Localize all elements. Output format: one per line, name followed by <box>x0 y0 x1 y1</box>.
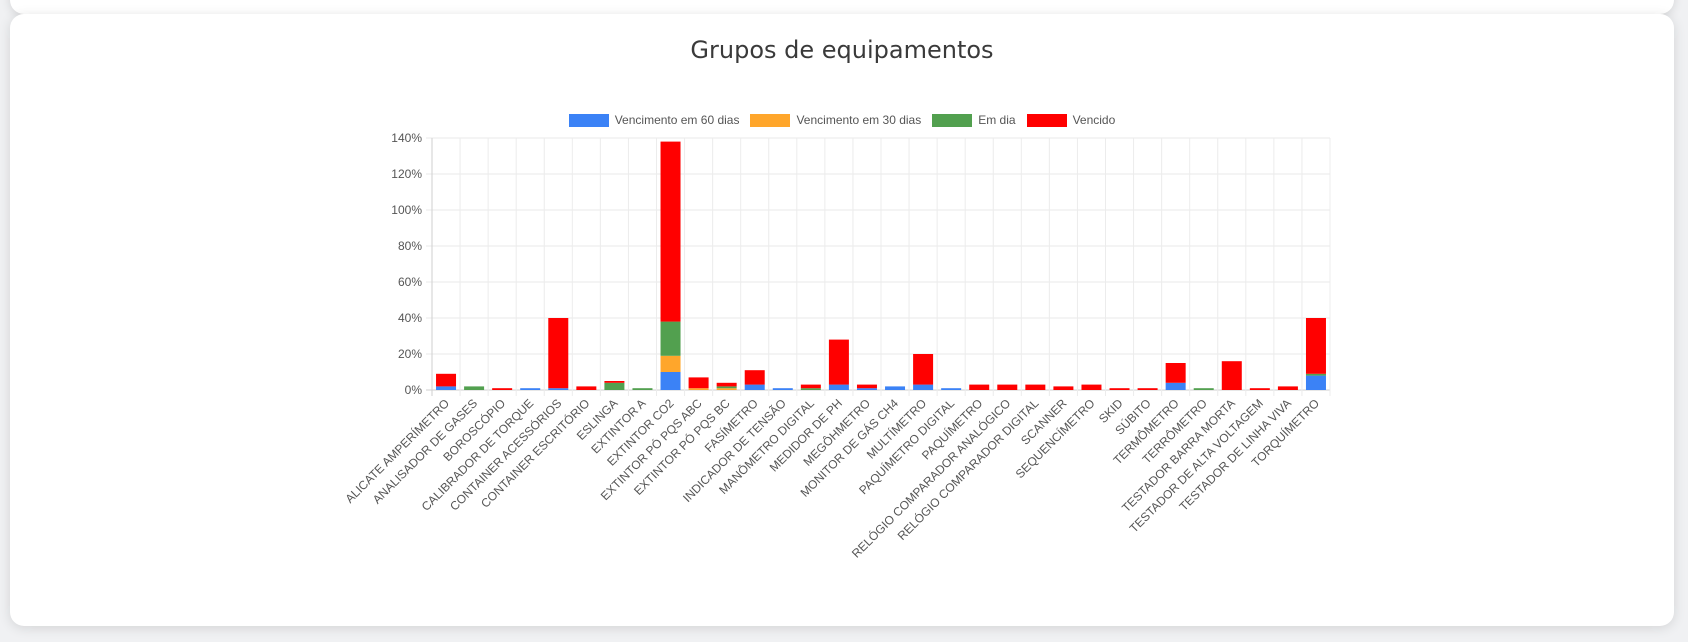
previous-card <box>10 0 1674 14</box>
bar-vencimento-30 <box>716 388 737 390</box>
bar-vencido <box>1081 384 1102 390</box>
bar-em-dia <box>604 382 625 390</box>
bar-vencido <box>436 373 457 387</box>
chart-card: Grupos de equipamentos Vencimento em 60 … <box>10 14 1674 626</box>
bar-em-dia <box>800 388 821 390</box>
bar-vencimento-60 <box>1165 382 1186 390</box>
bar-vencido <box>548 318 569 389</box>
bar-em-dia <box>464 386 485 390</box>
bar-vencido <box>576 386 597 390</box>
bar-vencimento-60 <box>941 388 962 390</box>
bar-vencido <box>1137 388 1158 390</box>
bar-vencido <box>688 377 709 389</box>
bar-vencido <box>969 384 990 390</box>
bar-vencido <box>744 370 765 385</box>
bar-vencimento-60 <box>772 388 793 390</box>
bar-chart: 0%20%40%60%80%100%120%140%ALICATE AMPERÍ… <box>342 131 1331 561</box>
bar-vencimento-60 <box>660 372 681 390</box>
bar-vencimento-60 <box>885 386 906 390</box>
bar-vencimento-60 <box>856 388 877 390</box>
bar-vencimento-60 <box>1305 375 1326 390</box>
bar-em-dia <box>660 321 681 356</box>
y-tick-label: 140% <box>391 131 422 145</box>
bar-vencido <box>997 384 1018 390</box>
y-tick-label: 60% <box>398 275 422 289</box>
bar-vencimento-60 <box>548 388 569 390</box>
bar-vencido <box>1053 386 1074 390</box>
y-tick-label: 40% <box>398 311 422 325</box>
bar-vencido <box>660 141 681 322</box>
y-tick-label: 120% <box>391 167 422 181</box>
legend-item-vencido[interactable]: Vencido <box>1026 113 1116 127</box>
bar-vencido <box>800 384 821 389</box>
y-tick-label: 100% <box>391 203 422 217</box>
bar-vencimento-30 <box>688 388 709 390</box>
bar-vencimento-30 <box>660 355 681 372</box>
bar-vencido <box>1109 388 1130 390</box>
bar-vencimento-60 <box>744 384 765 390</box>
legend-label-em-dia: Em dia <box>978 113 1016 127</box>
bar-vencido <box>1305 318 1326 374</box>
bar-vencido <box>1249 388 1270 390</box>
legend-swatch-vencido <box>1026 113 1067 127</box>
bar-vencimento-60 <box>913 384 934 390</box>
bar-em-dia <box>716 386 737 389</box>
y-tick-label: 80% <box>398 239 422 253</box>
bar-vencido <box>604 381 625 383</box>
bar-vencido <box>716 382 737 387</box>
bar-vencido <box>1277 386 1298 390</box>
bar-vencido <box>1025 384 1046 390</box>
y-tick-label: 20% <box>398 347 422 361</box>
bar-em-dia <box>1193 388 1214 390</box>
chart-legend: Vencimento em 60 dias Vencimento em 30 d… <box>10 113 1674 127</box>
legend-label-vencimento-60: Vencimento em 60 dias <box>614 113 740 127</box>
bar-em-dia <box>1305 373 1326 376</box>
bar-vencido <box>1221 361 1242 390</box>
chart-title: Grupos de equipamentos <box>690 36 994 64</box>
y-tick-label: 0% <box>405 383 423 397</box>
bar-vencimento-60 <box>520 388 541 390</box>
legend-swatch-vencimento-30 <box>750 113 791 127</box>
legend-item-vencimento-30[interactable]: Vencimento em 30 dias <box>750 113 921 127</box>
bar-vencimento-60 <box>436 386 457 390</box>
bar-vencido <box>492 388 513 390</box>
bar-em-dia <box>632 388 653 390</box>
bar-vencido <box>828 339 849 385</box>
legend-label-vencimento-30: Vencimento em 30 dias <box>796 113 922 127</box>
legend-label-vencido: Vencido <box>1072 113 1116 127</box>
bar-vencimento-60 <box>828 384 849 390</box>
legend-swatch-em-dia <box>932 113 973 127</box>
bar-vencido <box>913 354 934 385</box>
bar-vencido <box>1165 363 1186 383</box>
legend-item-vencimento-60[interactable]: Vencimento em 60 dias <box>568 113 740 127</box>
legend-item-em-dia[interactable]: Em dia <box>932 113 1016 127</box>
bar-vencido <box>856 384 877 389</box>
legend-swatch-vencimento-60 <box>568 113 609 127</box>
